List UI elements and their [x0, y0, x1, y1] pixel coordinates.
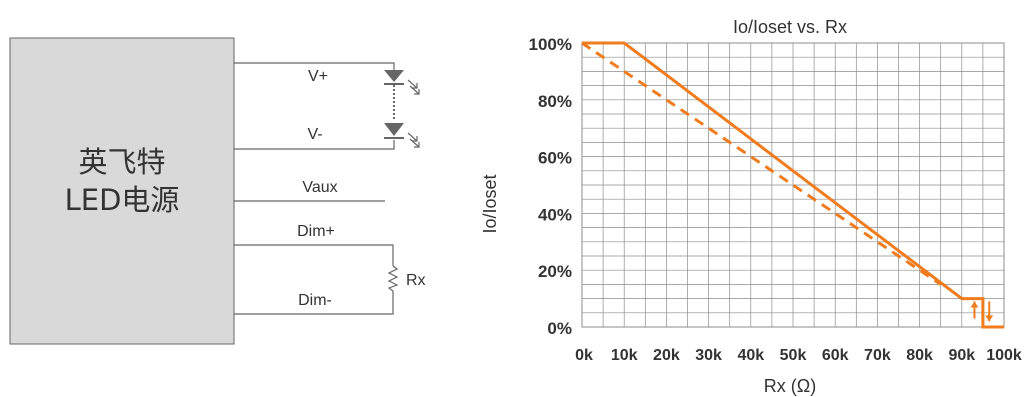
x-tick-label: 20k: [653, 347, 680, 364]
x-tick-label: 30k: [695, 347, 722, 364]
chart-series: [581, 41, 1004, 329]
arrow-down-head-icon: [985, 315, 994, 322]
x-tick-label: 70k: [864, 347, 891, 364]
led-top-icon: [384, 70, 404, 82]
wire-vplus: [234, 62, 395, 70]
led-driver-box: [9, 37, 235, 345]
device-name-line2: LED电源: [65, 183, 180, 217]
x-tick-label: 10k: [611, 347, 638, 364]
wires: [234, 62, 395, 315]
y-tick-label: 0%: [547, 319, 572, 338]
wire-dimplus: [234, 244, 394, 266]
label-vaux: Vaux: [302, 179, 337, 196]
y-axis-label: Io/Ioset: [480, 174, 500, 233]
chart-annotations: [970, 301, 994, 322]
x-tick-label: 100k: [986, 347, 1022, 364]
x-tick-labels: 0k 10k 20k 30k 40k 50k 60k 70k 80k 90k 100k: [575, 347, 1022, 364]
x-tick-label: 0k: [575, 347, 593, 364]
label-dimplus: Dim+: [297, 223, 335, 240]
emission-arrows-icon: [407, 79, 420, 148]
label-vminus: V-: [307, 126, 322, 143]
x-axis-label: Rx (Ω): [764, 376, 816, 396]
led-bottom-icon: [384, 123, 404, 136]
series-line-solid: [582, 41, 1004, 329]
y-tick-label: 40%: [538, 205, 572, 224]
led-string: [384, 70, 420, 148]
series-line-dashed: [581, 41, 942, 286]
arrow-up-head-icon: [970, 301, 979, 308]
wire-vminus: [234, 140, 395, 150]
x-tick-label: 90k: [948, 347, 975, 364]
label-vplus: V+: [308, 68, 328, 85]
y-tick-label: 100%: [529, 35, 572, 54]
x-tick-label: 60k: [822, 347, 849, 364]
label-dimminus: Dim-: [298, 292, 332, 309]
x-tick-label: 80k: [906, 347, 933, 364]
chart-title: Io/Ioset vs. Rx: [733, 17, 847, 37]
y-tick-label: 60%: [538, 149, 572, 168]
plot-frame: [581, 42, 1005, 328]
x-tick-label: 50k: [780, 347, 807, 364]
circuit-diagram: 英飞特 LED电源 V+: [9, 37, 426, 345]
y-tick-labels: 0% 20% 40% 60% 80% 100%: [529, 35, 572, 338]
y-tick-label: 20%: [538, 262, 572, 281]
resistor-icon: [387, 265, 399, 292]
label-rx: Rx: [406, 272, 426, 289]
chart: Io/Ioset vs. Rx 0% 20% 40% 60% 80% 100% 0k 10k…: [480, 17, 1022, 396]
y-tick-label: 80%: [538, 92, 572, 111]
x-tick-label: 40k: [737, 347, 764, 364]
wire-dimminus: [234, 291, 394, 315]
device-name-line1: 英飞特: [78, 145, 165, 179]
